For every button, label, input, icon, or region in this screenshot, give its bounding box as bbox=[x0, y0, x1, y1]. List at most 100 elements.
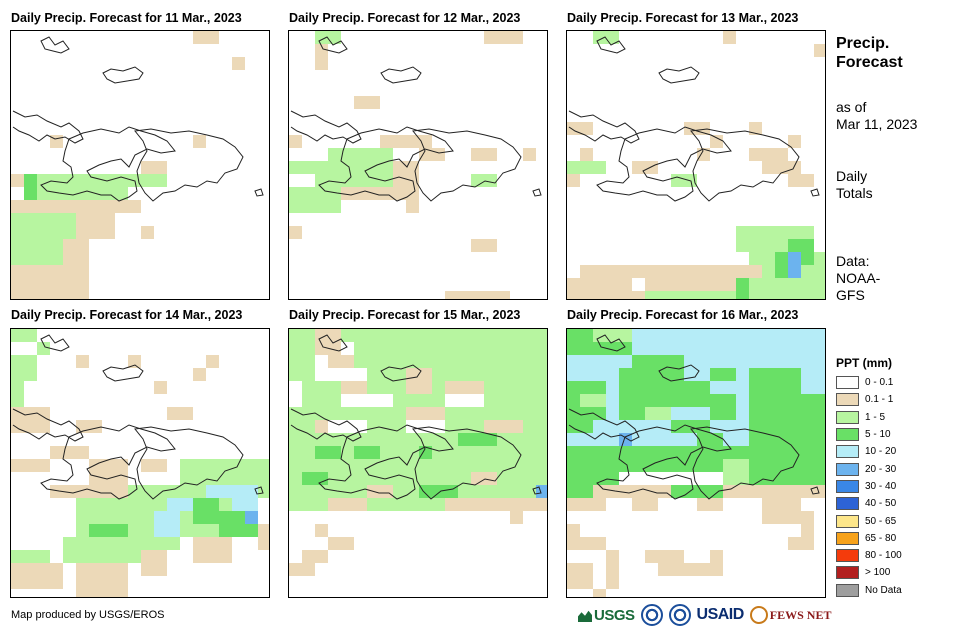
precip-cell bbox=[419, 446, 432, 459]
precip-cell bbox=[315, 329, 341, 355]
precip-cell bbox=[697, 148, 710, 161]
coastline bbox=[532, 486, 542, 495]
precip-cell bbox=[328, 355, 354, 368]
precip-cell bbox=[289, 226, 302, 239]
coastline bbox=[318, 424, 454, 500]
coastline bbox=[134, 426, 244, 500]
precip-cell bbox=[289, 187, 341, 213]
precip-cell bbox=[593, 329, 632, 342]
legend-label: 40 - 50 bbox=[865, 498, 897, 510]
precip-cell bbox=[289, 563, 315, 576]
legend-label: No Data bbox=[865, 584, 902, 596]
coastline bbox=[40, 334, 70, 352]
precip-cell bbox=[684, 122, 710, 135]
coastline bbox=[318, 334, 348, 352]
precip-cell bbox=[206, 355, 219, 368]
precip-cell bbox=[445, 381, 484, 394]
precip-cell bbox=[606, 342, 632, 355]
precip-cell bbox=[801, 394, 825, 433]
precip-cell bbox=[24, 187, 37, 200]
precip-cell bbox=[593, 589, 606, 597]
precip-cell bbox=[471, 174, 497, 187]
precip-cell bbox=[89, 459, 128, 485]
precip-cell bbox=[523, 394, 547, 433]
legend-label: > 100 bbox=[865, 567, 891, 579]
precip-cell bbox=[380, 135, 432, 148]
precip-cell bbox=[749, 122, 762, 135]
precip-cell bbox=[567, 498, 606, 511]
sidebar-asof-line1: as of bbox=[836, 99, 867, 115]
precip-cell bbox=[193, 135, 206, 148]
precip-cell bbox=[302, 550, 328, 563]
precip-cell bbox=[328, 407, 367, 420]
legend-item: 1 - 5 bbox=[836, 409, 966, 426]
coastline bbox=[12, 110, 84, 144]
legend-swatch bbox=[836, 445, 859, 459]
precip-cell bbox=[406, 407, 445, 420]
legend-label: 1 - 5 bbox=[865, 411, 886, 423]
legend-label: 50 - 65 bbox=[865, 515, 897, 527]
precip-cell bbox=[76, 213, 115, 239]
precip-cell bbox=[193, 537, 232, 563]
coastline bbox=[690, 128, 800, 202]
precip-cell bbox=[749, 148, 788, 161]
precip-cell bbox=[710, 368, 736, 381]
precip-cell bbox=[11, 239, 63, 265]
legend-item: 20 - 30 bbox=[836, 460, 966, 477]
precip-cell bbox=[658, 563, 723, 576]
legend-label: 65 - 80 bbox=[865, 532, 897, 544]
sidebar-asof: as of Mar 11, 2023 bbox=[836, 99, 917, 133]
precip-cell bbox=[245, 511, 258, 524]
precip-cell bbox=[258, 524, 269, 550]
precip-cell bbox=[593, 485, 671, 498]
legend-label: 20 - 30 bbox=[865, 463, 897, 475]
legend-item: 50 - 65 bbox=[836, 512, 966, 529]
noaa-logo-icon bbox=[640, 604, 663, 626]
precip-cell bbox=[736, 278, 749, 299]
precip-cell bbox=[645, 278, 736, 291]
sidebar-title: Precip. Forecast bbox=[836, 34, 903, 72]
precip-cell bbox=[510, 498, 523, 524]
precip-cell bbox=[141, 550, 167, 576]
legend-item: No Data bbox=[836, 582, 966, 599]
precip-cell bbox=[11, 355, 37, 381]
precip-cell bbox=[801, 511, 814, 537]
precip-cell bbox=[632, 498, 658, 511]
panel-title-4: Daily Precip. Forecast for 14 Mar., 2023 bbox=[11, 308, 243, 322]
precip-cell bbox=[606, 563, 619, 589]
legend-label: 0.1 - 1 bbox=[865, 394, 894, 406]
precip-cell bbox=[445, 498, 547, 511]
legend: PPT (mm) 0 - 0.1 0.1 - 1 1 - 5 5 - 10 10 - 2… bbox=[836, 356, 966, 599]
precip-cell bbox=[406, 187, 419, 213]
precip-cell bbox=[567, 420, 593, 433]
precip-cell bbox=[24, 174, 37, 187]
precip-cell bbox=[76, 563, 128, 597]
precip-cell bbox=[788, 135, 801, 148]
panel-title-2: Daily Precip. Forecast for 12 Mar., 2023 bbox=[289, 11, 521, 25]
legend-swatch bbox=[836, 566, 859, 580]
sidebar-totals: Daily Totals bbox=[836, 168, 873, 202]
precip-cell bbox=[775, 252, 788, 278]
coastline bbox=[690, 426, 800, 500]
coastline bbox=[134, 128, 244, 202]
precip-cell bbox=[606, 550, 619, 563]
precip-cell bbox=[710, 550, 723, 563]
precip-map-4 bbox=[11, 329, 269, 597]
legend-item: > 100 bbox=[836, 564, 966, 581]
coastline bbox=[380, 66, 422, 84]
precip-cell bbox=[645, 407, 671, 420]
precip-cell bbox=[37, 174, 128, 200]
map-panel-4 bbox=[10, 328, 270, 598]
precip-cell bbox=[354, 342, 393, 368]
coastline bbox=[810, 188, 820, 197]
precip-cell bbox=[710, 394, 736, 420]
legend-title: PPT (mm) bbox=[836, 356, 893, 370]
sidebar-title-line2: Forecast bbox=[836, 54, 903, 71]
coastline bbox=[380, 364, 422, 382]
precip-cell bbox=[671, 174, 697, 187]
sidebar-data-line1: Data: bbox=[836, 253, 870, 269]
fews-globe-icon bbox=[749, 606, 768, 624]
precip-cell bbox=[315, 524, 328, 537]
precip-cell bbox=[697, 498, 723, 511]
coastline bbox=[254, 188, 264, 197]
